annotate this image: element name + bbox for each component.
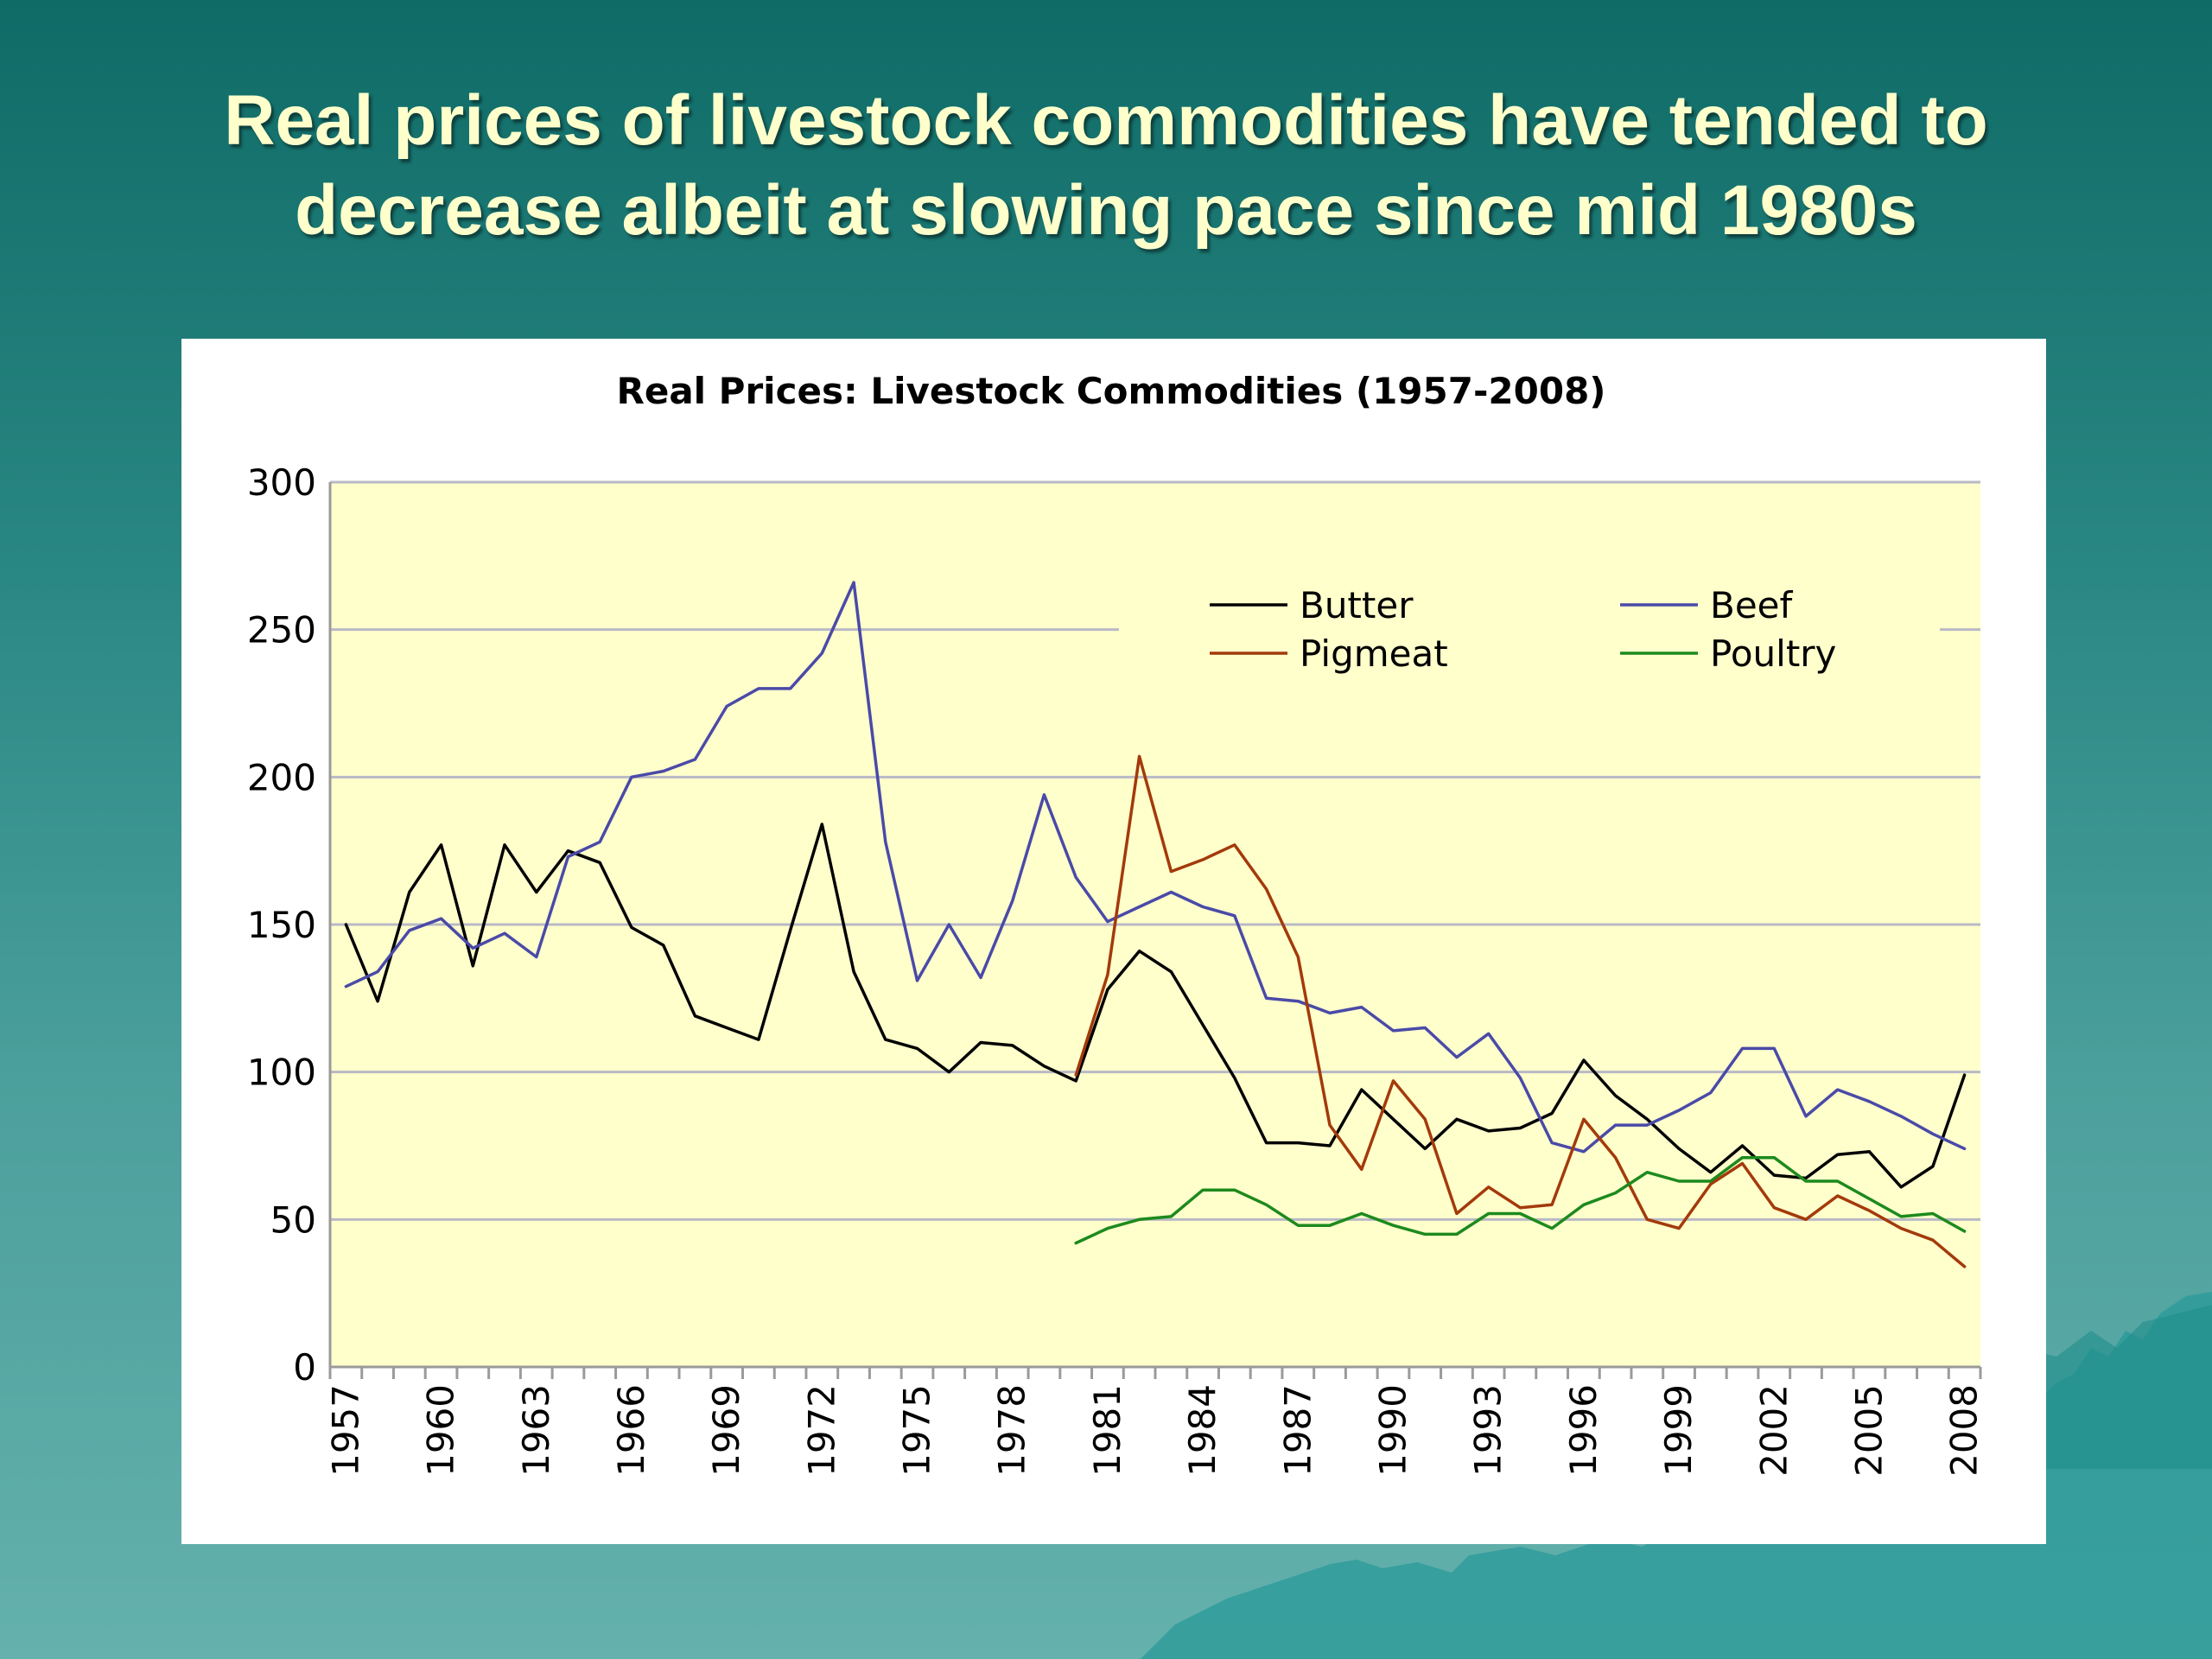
- chart-title: Real Prices: Livestock Commodities (1957…: [617, 370, 1606, 412]
- slide-title: Real prices of livestock commodities hav…: [0, 76, 2212, 256]
- x-tick-label: 1963: [515, 1384, 557, 1477]
- x-tick-label: 1999: [1657, 1384, 1700, 1477]
- legend: Butter Beef Pigmeat Poultry: [1119, 581, 1940, 693]
- series-line-pigmeat: [1074, 754, 1967, 1268]
- y-tick-label: 100: [247, 1052, 316, 1094]
- x-tick-label: 2002: [1752, 1384, 1795, 1477]
- x-tick-label: 1975: [896, 1384, 938, 1477]
- x-tick-label: 1984: [1181, 1384, 1224, 1477]
- slide-title-line-2: decrease albeit at slowing pace since mi…: [295, 171, 1917, 250]
- x-tick-label: 1957: [324, 1384, 366, 1477]
- x-tick-label: 1969: [705, 1384, 747, 1477]
- line-chart: Real Prices: Livestock Commodities (1957…: [247, 370, 1986, 1477]
- x-tick-label: 1993: [1467, 1384, 1510, 1477]
- x-tick-label: 2005: [1847, 1384, 1890, 1477]
- legend-label-butter: Butter: [1300, 584, 1414, 626]
- x-tick-label: 1960: [420, 1384, 462, 1477]
- x-tick-label: 2008: [1943, 1384, 1986, 1477]
- x-tick-label: 1978: [991, 1384, 1033, 1477]
- series-line-poultry: [1074, 1155, 1967, 1245]
- x-tick-label: 1972: [800, 1384, 842, 1477]
- legend-label-poultry: Poultry: [1710, 632, 1836, 675]
- x-tick-label: 1990: [1371, 1384, 1414, 1477]
- x-tick-label: 1996: [1562, 1384, 1605, 1477]
- y-tick-label: 50: [270, 1198, 316, 1241]
- series-line-beef: [344, 581, 1967, 1154]
- y-tick-label: 300: [247, 461, 316, 504]
- y-tick-label: 0: [293, 1346, 316, 1389]
- y-tick-label: 200: [247, 756, 316, 798]
- x-tick-label: 1966: [610, 1384, 652, 1477]
- slide-title-line-1: Real prices of livestock commodities hav…: [224, 81, 1988, 160]
- legend-background: [1119, 581, 1940, 693]
- x-tick-label: 1987: [1276, 1384, 1319, 1477]
- series-line-butter: [344, 823, 1967, 1189]
- x-tick-label: 1981: [1086, 1384, 1128, 1477]
- chart-panel: Real Prices: Livestock Commodities (1957…: [181, 339, 2046, 1544]
- legend-label-beef: Beef: [1710, 584, 1793, 626]
- legend-label-pigmeat: Pigmeat: [1300, 632, 1448, 675]
- y-tick-label: 150: [247, 904, 316, 946]
- y-tick-label: 250: [247, 609, 316, 652]
